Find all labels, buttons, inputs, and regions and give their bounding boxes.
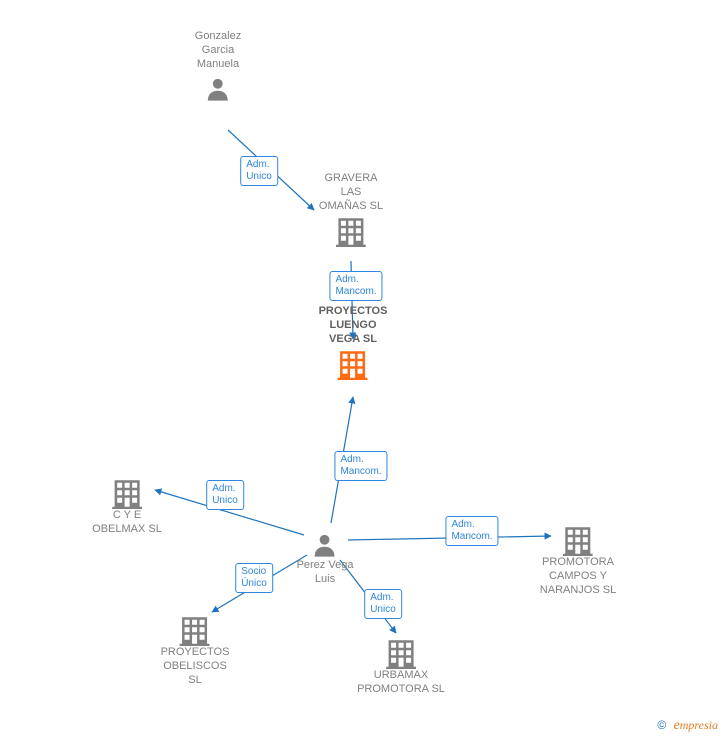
node-label: PROMOTORA CAMPOS Y NARANJOS SL <box>540 556 616 597</box>
copyright-symbol: © <box>657 718 666 732</box>
edge-label-perez-urbamax: Adm. Unico <box>364 589 402 619</box>
edge-label-perez-proyectos: Adm. Mancom. <box>334 451 387 481</box>
watermark: © empresia <box>657 718 718 734</box>
node-cye[interactable]: C Y E OBELMAX SL <box>92 475 162 537</box>
person-icon <box>297 531 354 559</box>
node-obeliscos[interactable]: PROYECTOS OBELISCOS SL <box>161 612 230 687</box>
person-icon <box>195 75 241 103</box>
node-label: PROYECTOS LUENGO VEGA SL <box>319 305 388 346</box>
edge-label-gonzalez-gravera: Adm. Unico <box>240 156 278 186</box>
brand-name: empresia <box>674 718 718 732</box>
node-proyectos[interactable]: PROYECTOS LUENGO VEGA SL <box>319 305 388 380</box>
node-label: C Y E OBELMAX SL <box>92 509 162 537</box>
building-icon <box>92 479 162 509</box>
node-label: Perez Vega Luis <box>297 559 354 587</box>
node-label: Gonzalez Garcia Manuela <box>195 30 241 71</box>
node-gravera[interactable]: GRAVERA LAS OMAÑAS SL <box>319 172 383 247</box>
edge-label-perez-obeliscos: Socio Único <box>235 563 273 593</box>
edge-label-perez-promotora: Adm. Mancom. <box>445 516 498 546</box>
building-icon <box>357 639 445 669</box>
node-label: PROYECTOS OBELISCOS SL <box>161 646 230 687</box>
node-label: URBAMAX PROMOTORA SL <box>357 669 445 697</box>
building-icon <box>319 217 383 247</box>
node-urbamax[interactable]: URBAMAX PROMOTORA SL <box>357 635 445 697</box>
node-label: GRAVERA LAS OMAÑAS SL <box>319 172 383 213</box>
building-icon <box>540 526 616 556</box>
node-perez[interactable]: Perez Vega Luis <box>297 527 354 587</box>
edge-label-gravera-proyectos: Adm. Mancom. <box>329 271 382 301</box>
edge-label-perez-cye: Adm. Unico <box>206 480 244 510</box>
building-icon <box>319 350 388 380</box>
node-gonzalez[interactable]: Gonzalez Garcia Manuela <box>195 30 241 103</box>
building-icon <box>161 616 230 646</box>
node-promotora[interactable]: PROMOTORA CAMPOS Y NARANJOS SL <box>540 522 616 597</box>
